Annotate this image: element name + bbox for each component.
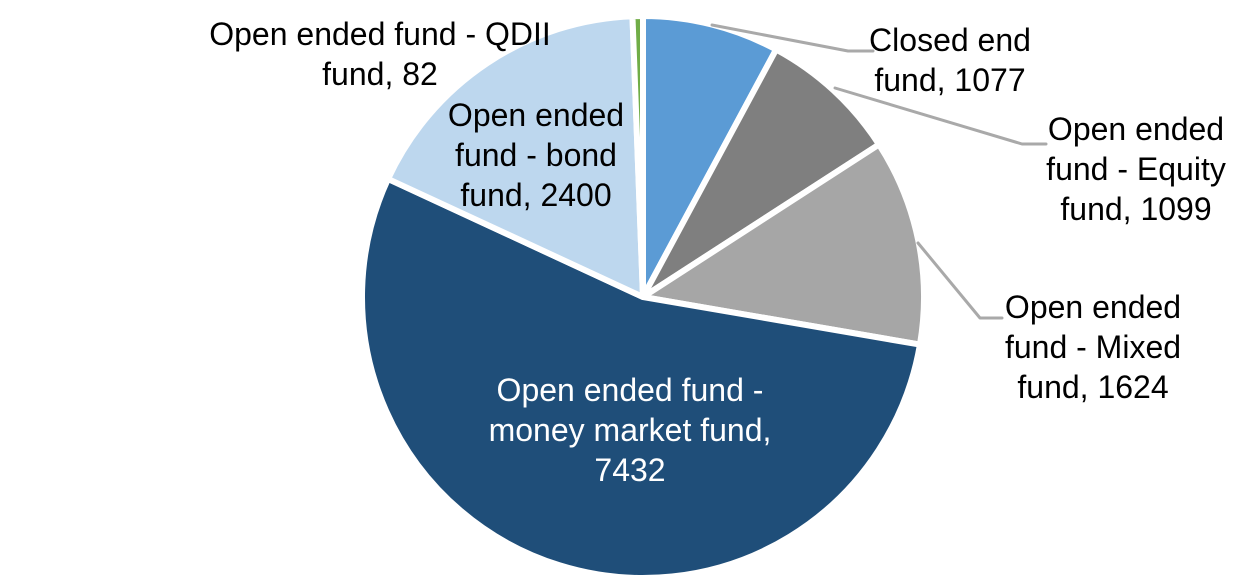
slice-label-line: 7432 [594, 452, 666, 488]
pie-slice-open-ended-fund-qdii-fund [629, 13, 646, 300]
slice-label-line: fund, 82 [322, 56, 438, 92]
leader-line-closed-end-fund [710, 23, 875, 53]
slice-label-closed-end-fund: Closed end fund, 1077 [869, 20, 1031, 100]
slice-label-open-ended-fund-mixed-fund: Open ended fund - Mixed fund, 1624 [1005, 287, 1181, 407]
pie-slice-open-ended-fund-mixed-fund [640, 141, 927, 348]
leader-line-open-ended-fund-equity-fund [833, 86, 1048, 146]
slice-label-open-ended-fund-qdii-fund: Open ended fund - QDII fund, 82 [209, 14, 551, 94]
slice-label-line: fund, 1077 [874, 62, 1026, 98]
slice-label-line: fund, 2400 [460, 177, 612, 213]
slice-label-open-ended-fund-money-market-fund: Open ended fund - money market fund, 7432 [489, 370, 772, 490]
slice-label-line: Open ended fund - [496, 372, 764, 408]
leader-line-open-ended-fund-mixed-fund [916, 241, 1004, 320]
slice-label-line: Open ended [447, 97, 625, 133]
slice-label-line: fund - Mixed [1004, 329, 1182, 365]
slice-label-line: Open ended fund - QDII [209, 16, 551, 52]
slice-label-line: Open ended [1004, 289, 1182, 325]
slice-label-open-ended-fund-equity-fund: Open ended fund - Equity fund, 1099 [1046, 109, 1226, 229]
pie-slice-open-ended-fund-money-market-fund [359, 175, 923, 581]
slice-label-open-ended-fund-bond-fund: Open ended fund - bond fund, 2400 [448, 95, 624, 215]
pie-slice-open-ended-fund-bond-fund [385, 13, 646, 300]
slice-label-line: money market fund, [488, 412, 772, 448]
slice-label-line: Closed end [869, 22, 1031, 58]
slice-label-line: Open ended [1047, 111, 1225, 147]
slice-label-line: fund - Equity [1046, 151, 1226, 187]
slice-label-line: fund, 1624 [1017, 369, 1169, 405]
slice-label-line: fund - bond [455, 137, 617, 173]
pie-slice-open-ended-fund-equity-fund [640, 46, 882, 300]
slice-label-line: fund, 1099 [1060, 191, 1212, 227]
